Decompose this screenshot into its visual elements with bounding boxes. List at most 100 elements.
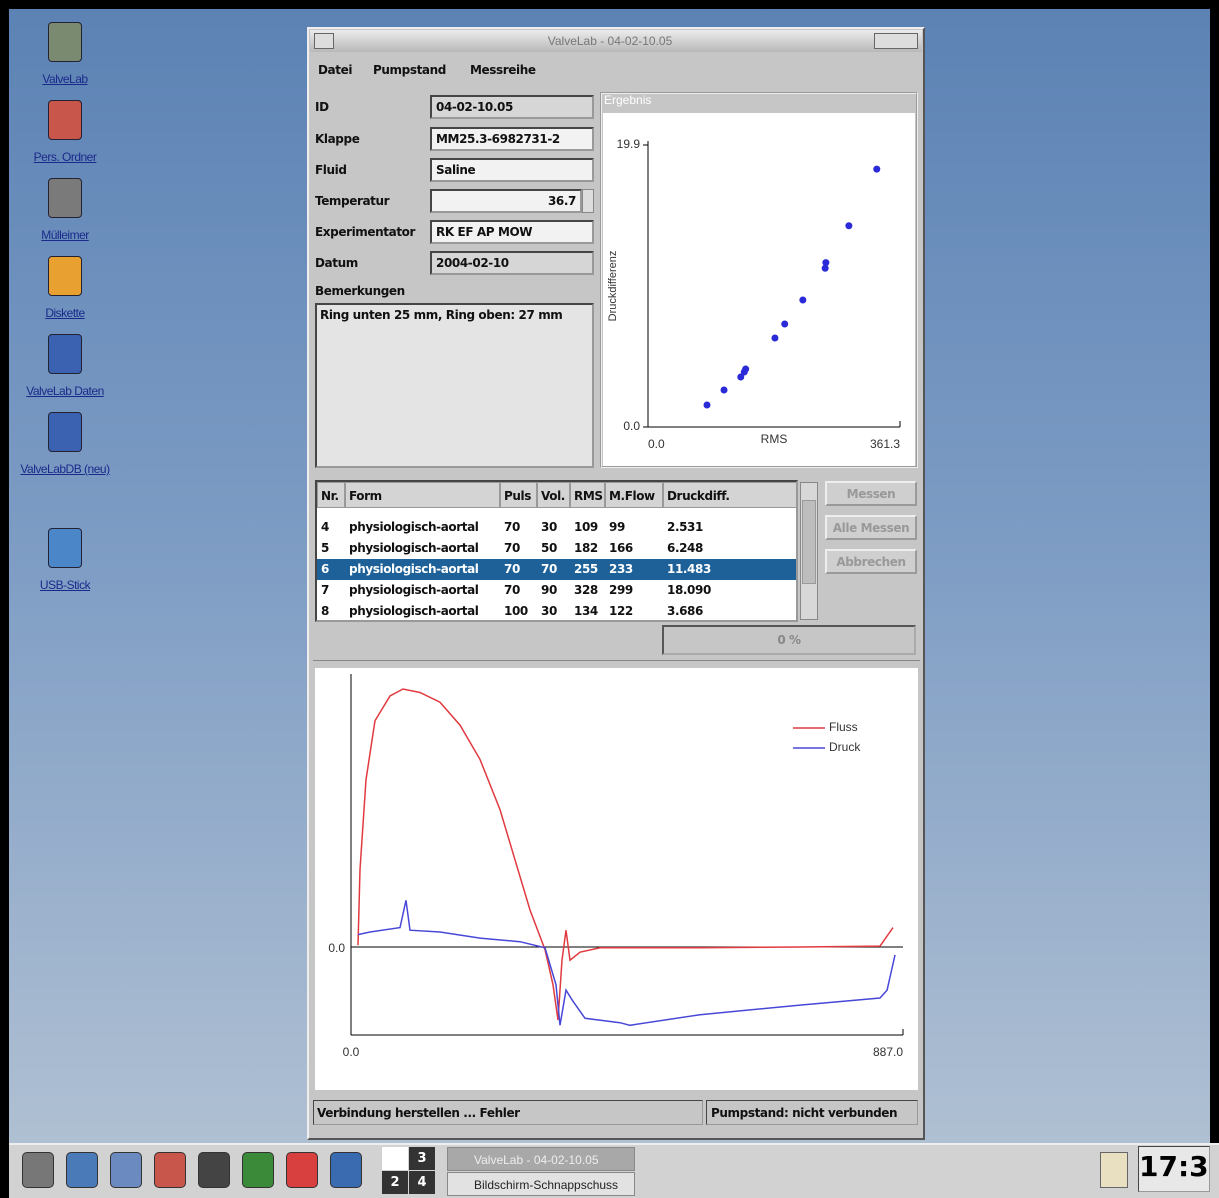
launcher[interactable] [286, 1152, 318, 1188]
desktop-icon-label[interactable]: Pers. Ordner [5, 150, 125, 168]
desktop-icon-label[interactable]: ValveLab Daten [5, 384, 125, 402]
series-line [358, 900, 895, 1025]
field-label: Experimentator [315, 220, 427, 244]
x-tick-label: 0.0 [648, 437, 665, 451]
remarks-label: Bemerkungen [315, 280, 515, 302]
table-cell: physiologisch-aortal [347, 580, 502, 601]
column-header[interactable]: Puls [500, 482, 537, 508]
desktop-icon[interactable] [48, 178, 82, 218]
desktop-icon[interactable] [48, 100, 82, 140]
data-point [781, 320, 788, 327]
table-cell: 7 [319, 580, 347, 601]
table-cell: 18.090 [665, 580, 797, 601]
series-line [358, 689, 893, 1020]
desktop-icon-label[interactable]: Diskette [5, 306, 125, 324]
data-point [742, 366, 749, 373]
field-label: Datum [315, 251, 427, 275]
launcher[interactable] [242, 1152, 274, 1188]
legend-label: Druck [829, 740, 861, 754]
pager-desktop[interactable]: 2 [382, 1171, 408, 1194]
desktop-icon-label[interactable]: ValveLab [5, 72, 125, 90]
desktop-icon[interactable] [48, 412, 82, 452]
desktop-icon-label[interactable]: USB-Stick [5, 578, 125, 596]
column-header[interactable]: RMS [570, 482, 605, 508]
column-header[interactable]: Form [345, 482, 500, 508]
menu-item[interactable]: Pumpstand [373, 59, 468, 81]
column-header[interactable]: Vol. [537, 482, 570, 508]
x-tick-label: 361.3 [870, 437, 900, 451]
table-cell: 11.483 [665, 559, 797, 580]
scroll-thumb[interactable] [802, 500, 816, 584]
launcher[interactable] [330, 1152, 362, 1188]
remarks[interactable]: Ring unten 25 mm, Ring oben: 27 mm [315, 303, 594, 468]
task-button[interactable]: Bildschirm-Schnappschuss [447, 1172, 635, 1196]
pager-desktop[interactable]: 4 [409, 1171, 435, 1194]
launcher[interactable] [154, 1152, 186, 1188]
table-cell: 2.531 [665, 517, 797, 538]
window-buttons[interactable] [874, 33, 918, 49]
table-cell: 3.686 [665, 601, 797, 622]
data-point [799, 297, 806, 304]
table-cell: 70 [502, 538, 539, 559]
table-cell: 30 [539, 601, 572, 622]
menu-item[interactable]: Messreihe [470, 59, 565, 81]
data-point [771, 335, 778, 342]
field-value[interactable]: RK EF AP MOW [430, 220, 594, 244]
progress-bar: 0 % [662, 625, 916, 655]
desktop-icon-label[interactable]: ValveLabDB (neu) [5, 462, 125, 480]
task-button[interactable]: ValveLab - 04-02-10.05 [447, 1147, 635, 1171]
tray-icon[interactable] [1100, 1152, 1128, 1188]
table-cell: physiologisch-aortal [347, 538, 502, 559]
field-value[interactable]: MM25.3-6982731-2 [430, 127, 594, 151]
desktop-icon[interactable] [48, 22, 82, 62]
x-axis-label: RMS [761, 432, 788, 446]
field-label: ID [315, 95, 427, 119]
separator [313, 660, 920, 662]
launcher[interactable] [66, 1152, 98, 1188]
data-point [845, 222, 852, 229]
table-cell: 100 [502, 601, 539, 622]
table-cell: 122 [607, 601, 665, 622]
field-value[interactable]: 36.7 [430, 189, 582, 213]
column-header[interactable]: Nr. [317, 482, 345, 508]
table-cell: 70 [502, 559, 539, 580]
table-cell: physiologisch-aortal [347, 601, 502, 622]
result-group-title: Ergebnis [604, 93, 684, 111]
desktop-icon[interactable] [48, 334, 82, 374]
y-tick-label: 19.9 [617, 137, 641, 151]
window-title: ValveLab - 04-02-10.05 [420, 31, 800, 51]
y-tick-label: 0.0 [623, 419, 640, 433]
table-cell: 90 [539, 580, 572, 601]
data-point [721, 387, 728, 394]
desktop-icon-label[interactable]: Mülleimer [5, 228, 125, 246]
data-point [822, 259, 829, 266]
launcher[interactable] [198, 1152, 230, 1188]
desktop-icon[interactable] [48, 256, 82, 296]
table-cell: 5 [319, 538, 347, 559]
y-tick-label: 0.0 [328, 941, 345, 955]
column-header[interactable]: M.Flow [605, 482, 663, 508]
pager-desktop[interactable]: 3 [409, 1147, 435, 1170]
column-header[interactable]: Druckdiff. [663, 482, 798, 508]
clock[interactable]: 17:37 [1138, 1146, 1210, 1192]
launcher[interactable] [22, 1152, 54, 1188]
field-value[interactable]: Saline [430, 158, 594, 182]
spin-box[interactable] [582, 189, 594, 213]
desktop-icon[interactable] [48, 528, 82, 568]
table-cell: 70 [502, 580, 539, 601]
button[interactable]: Abbrechen [825, 549, 917, 574]
table-cell: 70 [502, 517, 539, 538]
close-button[interactable] [314, 33, 334, 49]
launcher[interactable] [110, 1152, 142, 1188]
table-cell: 328 [572, 580, 607, 601]
button[interactable]: Messen [825, 481, 917, 506]
pager-desktop[interactable]: 1 [382, 1147, 408, 1170]
table-cell: 6.248 [665, 538, 797, 559]
button[interactable]: Alle Messen [825, 515, 917, 540]
